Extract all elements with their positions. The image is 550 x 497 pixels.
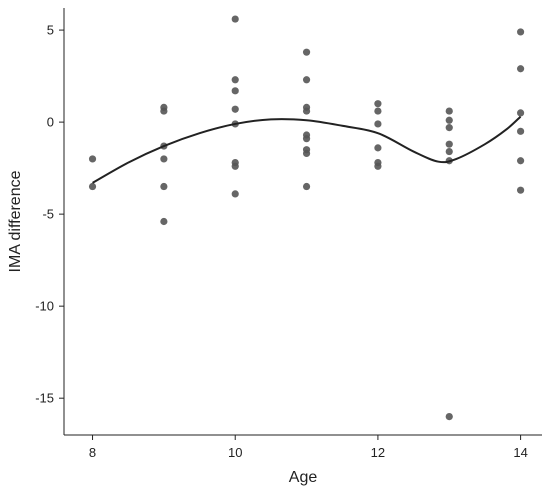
data-point <box>231 162 239 170</box>
x-tick-label: 14 <box>513 445 527 460</box>
data-point <box>302 76 311 84</box>
data-point <box>231 87 239 95</box>
data-point <box>160 182 168 191</box>
data-point <box>516 109 525 117</box>
data-point <box>374 144 382 152</box>
data-point <box>160 217 168 226</box>
data-point <box>516 28 525 36</box>
data-point <box>445 140 453 148</box>
data-point <box>445 147 453 156</box>
y-tick-label: -10 <box>35 299 54 314</box>
data-point <box>374 120 382 128</box>
data-point <box>231 105 239 113</box>
data-point <box>160 107 168 115</box>
data-point <box>445 116 453 124</box>
y-ticks: 5 0 -5 -10 -15 <box>35 23 64 406</box>
data-point <box>516 65 525 73</box>
data-point <box>231 190 239 198</box>
y-axis-title: IMA difference <box>7 170 24 272</box>
data-point <box>516 186 525 194</box>
data-point <box>516 127 525 135</box>
data-point <box>516 157 525 165</box>
data-point <box>302 149 311 158</box>
data-point <box>445 124 453 132</box>
data-point <box>88 182 97 191</box>
data-point <box>302 135 311 143</box>
smooth-trend-line <box>92 115 522 184</box>
data-point <box>445 107 453 115</box>
data-point <box>231 76 239 84</box>
scatter-points <box>88 15 525 421</box>
y-tick-label: -15 <box>35 391 54 406</box>
data-point <box>374 100 382 108</box>
data-point <box>302 107 311 115</box>
x-tick-label: 12 <box>371 445 385 460</box>
x-tick-label: 10 <box>228 445 242 460</box>
data-point <box>445 412 453 421</box>
data-point <box>160 155 168 163</box>
axes <box>63 8 542 436</box>
data-point <box>302 48 311 56</box>
data-point <box>88 155 97 163</box>
y-tick-label: -5 <box>42 207 54 222</box>
data-point <box>374 107 382 115</box>
x-ticks: 8 10 12 14 <box>89 435 528 460</box>
y-tick-label: 0 <box>47 115 54 130</box>
data-point <box>231 15 239 23</box>
x-tick-label: 8 <box>89 445 96 460</box>
data-point <box>302 182 311 191</box>
y-tick-label: 5 <box>47 23 54 38</box>
data-point <box>374 162 382 170</box>
x-axis-title: Age <box>289 469 318 486</box>
